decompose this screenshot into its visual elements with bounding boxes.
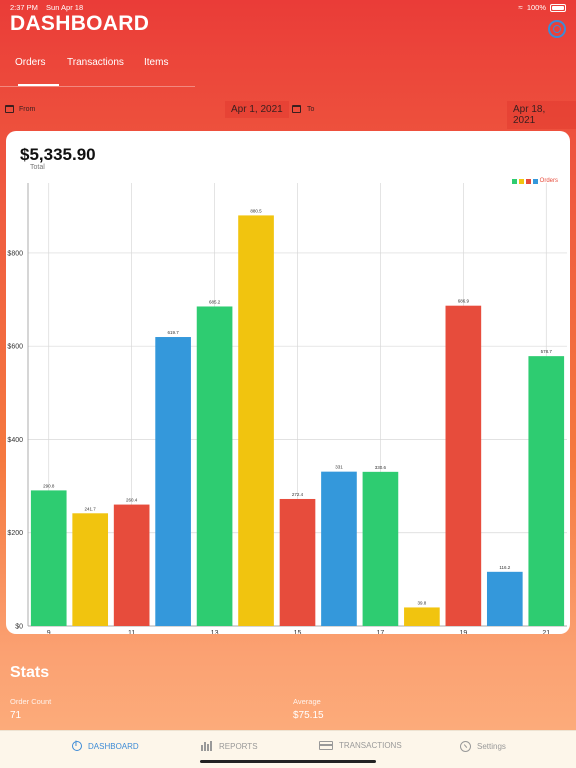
legend-swatch-red — [525, 178, 531, 184]
tabbar-transactions-label: TRANSACTIONS — [339, 741, 402, 750]
x-tick-label: 9 — [47, 630, 51, 634]
legend-swatch-green — [511, 178, 517, 184]
bar-value-label: 39.8 — [418, 600, 427, 605]
battery-icon — [550, 3, 566, 12]
bar — [404, 607, 440, 626]
calendar-to-icon — [292, 105, 301, 113]
tabbar-dashboard-label: DASHBOARD — [88, 741, 139, 751]
bar-value-label: 880.5 — [250, 208, 262, 213]
total-amount: $5,335.90 — [20, 145, 96, 164]
average-label: Average — [293, 697, 321, 706]
bar-value-label: 241.7 — [85, 506, 97, 511]
order-count-value: 71 — [10, 710, 22, 721]
x-tick-label: 21 — [542, 630, 550, 634]
bar — [528, 356, 565, 626]
bar — [155, 337, 191, 626]
y-tick-label: $200 — [7, 530, 23, 537]
bar — [486, 571, 523, 626]
date-range-row: From Apr 1, 2021 To Apr 18, 2021 — [0, 100, 576, 129]
x-tick-label: 17 — [377, 630, 385, 634]
y-tick-label: $400 — [7, 437, 23, 444]
stats-title: Stats — [10, 664, 50, 681]
bar-value-label: 330.6 — [375, 465, 387, 470]
bar — [30, 490, 67, 626]
to-label: To — [307, 106, 315, 113]
from-date-field[interactable]: Apr 1, 2021 — [225, 101, 289, 118]
status-date: Sun Apr 18 — [46, 3, 84, 12]
bar-value-label: 686.9 — [458, 299, 470, 304]
bar-value-label: 272.4 — [292, 492, 304, 497]
bar-value-label: 116.2 — [499, 565, 510, 570]
x-tick-label: 11 — [128, 630, 135, 634]
bar-value-label: 685.2 — [209, 299, 221, 304]
tabbar-dashboard[interactable]: DASHBOARD — [72, 741, 139, 751]
credit-card-icon — [319, 741, 333, 750]
to-date-field[interactable]: Apr 18, 2021 — [507, 101, 576, 129]
info-icon — [72, 741, 82, 751]
bar — [72, 513, 109, 626]
settings-gear-icon[interactable] — [548, 20, 566, 38]
page-title: DASHBOARD — [10, 12, 150, 35]
x-tick-label: 19 — [459, 630, 467, 634]
from-label: From — [19, 106, 36, 113]
y-tick-label: $0 — [15, 624, 23, 631]
tab-transactions[interactable]: Transactions — [67, 57, 124, 68]
home-indicator — [200, 760, 376, 763]
bar-value-label: 578.7 — [541, 349, 553, 354]
bar-chart-icon — [201, 741, 213, 751]
tabbar-reports-label: REPORTS — [219, 741, 258, 751]
y-tick-label: $600 — [7, 344, 23, 351]
orders-chart-card: $5,335.90 Total Orders $0 $200 $400 $600 $80… — [6, 131, 570, 634]
order-count-label: Order Count — [10, 697, 52, 706]
calendar-from-icon — [5, 105, 14, 113]
bar-value-label: 260.4 — [126, 498, 138, 503]
tab-items[interactable]: Items — [144, 57, 169, 68]
total-label: Total — [30, 164, 45, 171]
legend-label: Orders — [539, 178, 558, 184]
tabbar-settings[interactable]: Settings — [460, 741, 506, 752]
status-time-date: 2:37 PM Sun Apr 18 — [10, 3, 89, 12]
bar — [238, 215, 274, 627]
x-tick-label: 13 — [211, 630, 219, 634]
bar — [321, 471, 357, 626]
chart-legend: Orders — [511, 178, 558, 184]
legend-swatch-yellow — [518, 178, 524, 184]
tab-orders[interactable]: Orders — [15, 57, 46, 68]
bar-value-label: 331 — [335, 465, 343, 470]
bar-value-label: 619.7 — [167, 330, 179, 335]
orders-bar-chart: $0 $200 $400 $600 $800 290.8 241.7 260.4 619.7 68… — [7, 183, 567, 634]
bar-value-label: 290.8 — [43, 483, 55, 488]
segment-tabs: Orders Transactions Items — [0, 52, 195, 88]
tabs-divider — [0, 86, 195, 87]
average-value: $75.15 — [293, 710, 324, 721]
bar — [196, 306, 233, 626]
status-time: 2:37 PM — [10, 3, 38, 12]
wifi-icon: ≈ — [518, 3, 523, 12]
x-tick-label: 15 — [294, 630, 302, 634]
bar — [362, 471, 399, 626]
status-icons: ≈ 100% — [518, 3, 566, 12]
tabbar-reports[interactable]: REPORTS — [201, 741, 258, 751]
tabbar-settings-label: Settings — [477, 742, 506, 751]
legend-swatch-blue — [532, 178, 538, 184]
tab-active-indicator — [18, 84, 59, 86]
bar — [445, 305, 482, 626]
battery-percent: 100% — [526, 3, 546, 12]
status-bar: 2:37 PM Sun Apr 18 ≈ 100% — [0, 0, 576, 14]
bottom-tab-bar: DASHBOARD REPORTS TRANSACTIONS Settings — [0, 730, 576, 768]
y-tick-label: $800 — [7, 250, 23, 257]
bar — [279, 498, 316, 626]
bar — [113, 504, 150, 626]
gauge-icon — [460, 741, 471, 752]
tabbar-transactions[interactable]: TRANSACTIONS — [319, 741, 402, 750]
